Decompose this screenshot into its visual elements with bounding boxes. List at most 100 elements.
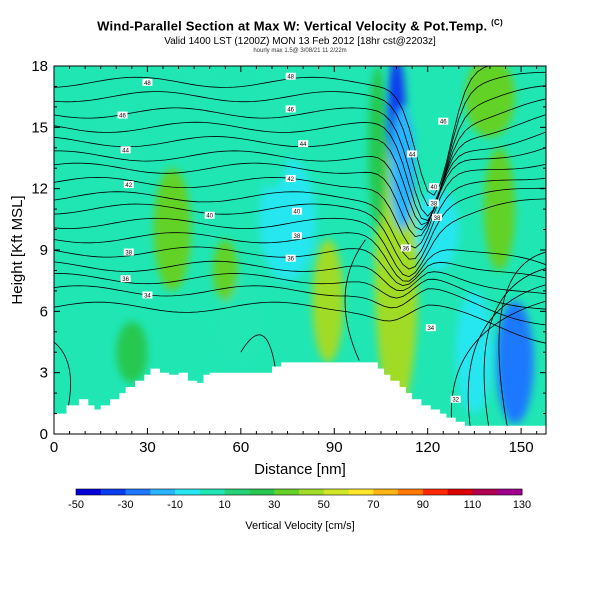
colorbar-swatch	[199, 489, 226, 495]
contour-label-text: 44	[409, 152, 416, 158]
velocity-cell-10	[483, 147, 515, 271]
isentrope-line-10	[54, 147, 546, 238]
colorbar-tick-label: -30	[118, 499, 134, 511]
colorbar-tick-label: 130	[513, 499, 531, 511]
velocity-cell-5	[390, 106, 416, 230]
contour-label-bg	[285, 72, 296, 80]
contour-label-3: 40	[204, 211, 215, 220]
isentrope-line-9	[54, 163, 546, 249]
contour-label-text: 40	[206, 214, 213, 220]
colorbar-swatch	[76, 489, 102, 495]
chart-subtitle-detail: hourly max 1.5@ 3/08/21 11 2/22m	[253, 48, 347, 54]
chart-title: Wind-Parallel Section at Max W: Vertical…	[0, 18, 600, 33]
contour-label-bg	[425, 324, 436, 332]
low-contour-ridge	[344, 239, 366, 361]
velocity-cell-12	[259, 158, 316, 281]
contour-label-1: 36	[120, 275, 131, 283]
isentrope-line-6	[54, 198, 546, 278]
contour-label-text: 40	[431, 185, 438, 191]
contour-label-text: 34	[144, 293, 151, 299]
x-tick-label: 0	[50, 439, 58, 456]
contour-label-text: 38	[434, 216, 441, 222]
contour-label-14: 48	[285, 72, 296, 81]
velocity-cell-16	[116, 321, 148, 383]
contour-label-20: 46	[438, 117, 449, 126]
y-tick-label: 6	[40, 303, 48, 320]
contour-label-12: 44	[298, 140, 309, 148]
contour-label-text: 44	[122, 148, 129, 154]
right-contour-2	[483, 268, 546, 434]
contour-label-bg	[400, 244, 411, 252]
colorbar-swatch	[125, 489, 151, 495]
contour-label-text: 46	[287, 107, 294, 113]
colorbar-swatch	[100, 489, 127, 495]
plot-area: 34 36 38 40 42 44 46 48 36 38 40 42 44 46 48 36 44 40 38 38…	[54, 66, 546, 434]
isentrope-line-2	[54, 273, 546, 310]
contour-label-18: 38	[428, 199, 439, 207]
colorbar-swatch	[150, 489, 176, 495]
colorbar-tick-label: 70	[367, 499, 379, 511]
y-tick-label: 12	[31, 181, 48, 198]
isentrope-line-11	[54, 131, 546, 231]
contour-label-text: 36	[403, 246, 410, 252]
contour-label-6: 46	[117, 111, 128, 120]
colorbar-swatch	[497, 489, 523, 495]
colorbar: -50 -30 -10 10 30 50 70 90 110 130 Vertical Veloci…	[68, 488, 531, 532]
velocity-cell-17	[212, 239, 238, 302]
isentrope-line-14	[54, 85, 546, 217]
colorbar-tick-label: 50	[318, 499, 330, 511]
isentrope-line-3	[54, 260, 546, 295]
isentrope-line-16	[54, 66, 490, 196]
velocity-cell-13	[215, 280, 266, 363]
contour-label-13: 46	[285, 105, 296, 113]
contour-label-bg	[428, 199, 439, 207]
contour-label-text: 36	[287, 257, 294, 263]
colorbar-frame	[75, 488, 523, 496]
contour-label-bg	[120, 275, 131, 283]
colorbar-swatch	[348, 489, 374, 495]
colorbar-swatch	[224, 489, 250, 495]
right-contour-3	[498, 251, 546, 434]
velocity-cell-14	[153, 168, 192, 291]
contour-label-16: 44	[407, 150, 418, 158]
contour-label-bg	[204, 211, 215, 219]
colorbar-swatch	[323, 489, 350, 495]
contour-label-text: 38	[125, 251, 132, 257]
contour-label-22: 32	[450, 395, 461, 404]
contour-label-7: 48	[142, 78, 153, 87]
contour-label-4: 42	[123, 181, 134, 189]
colorbar-label: Vertical Velocity [cm/s]	[245, 520, 354, 532]
colorbar-tick-label: -50	[68, 499, 84, 511]
contour-label-text: 42	[125, 183, 132, 189]
velocity-cell-11	[312, 239, 344, 363]
contour-label-bg	[291, 207, 302, 215]
chart-title-text: Wind-Parallel Section at Max W: Vertical…	[97, 18, 488, 34]
contour-label-text: 46	[440, 120, 447, 126]
colorbar-swatch	[422, 489, 449, 495]
contour-label-bg	[120, 146, 131, 154]
contour-label-bg	[285, 254, 296, 262]
isentrope-line-8	[54, 177, 546, 260]
isentrope-line-15	[54, 71, 546, 207]
contour-label-0: 34	[142, 291, 153, 299]
contour-label-text: 48	[287, 75, 294, 81]
contour-label-bg	[438, 117, 449, 125]
contour-label-text: 42	[287, 177, 294, 183]
y-tick-label: 9	[40, 242, 48, 259]
colorbar-swatch	[274, 489, 300, 495]
contour-label-10: 40	[291, 207, 302, 216]
y-tick-label: 18	[31, 58, 48, 75]
colorbar-swatch	[249, 489, 275, 495]
colorbar-tick-label: -10	[167, 499, 183, 511]
contour-label-text: 48	[144, 81, 151, 87]
contour-label-bg	[291, 232, 302, 240]
x-tick-label: 60	[232, 439, 249, 456]
contour-label-text: 46	[119, 114, 126, 120]
low-contour-mid	[240, 334, 276, 367]
colorbar-swatch	[373, 489, 399, 495]
contour-label-bg	[298, 140, 309, 148]
right-contour-1	[467, 284, 546, 434]
contour-label-17: 40	[428, 183, 439, 191]
contour-label-9: 38	[291, 232, 302, 240]
